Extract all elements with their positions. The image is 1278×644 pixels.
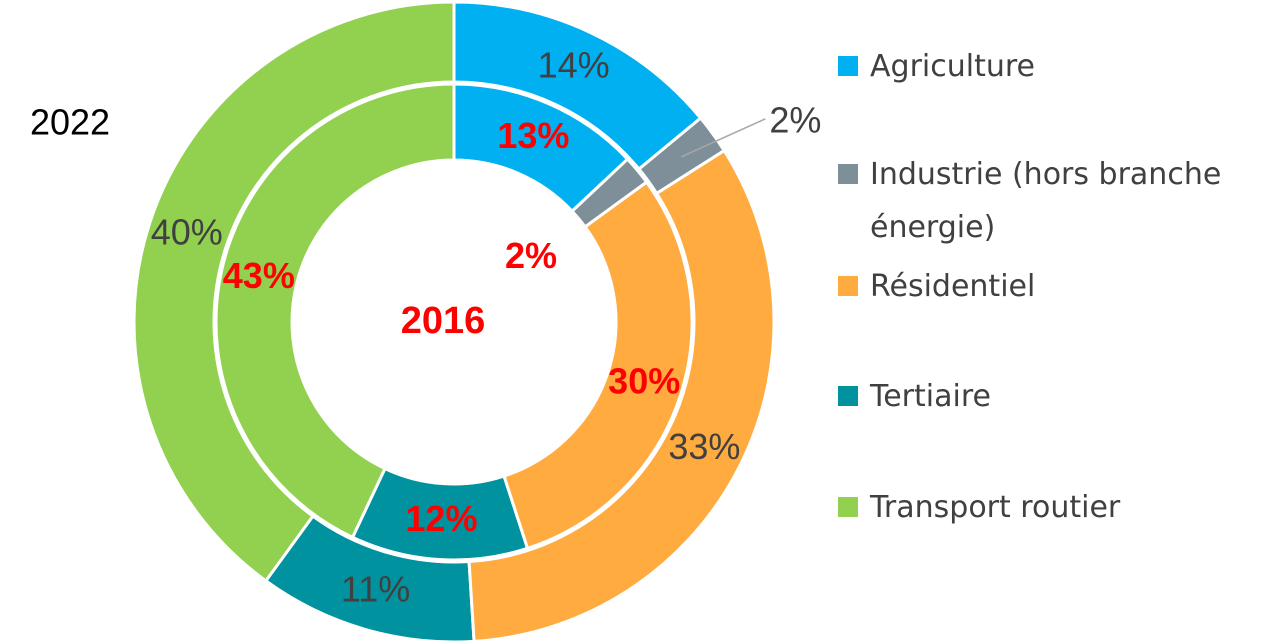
legend-item: Transport routier [838, 481, 1268, 534]
legend-swatch [838, 56, 858, 76]
legend-swatch [838, 164, 858, 184]
data-label: 40% [151, 212, 223, 253]
legend-label: Résidentiel [870, 269, 1036, 304]
legend-swatch [838, 386, 858, 406]
legend-label: Transport routier [870, 490, 1121, 525]
leader-line [681, 118, 766, 158]
donut-slice [452, 82, 630, 214]
donut-slice [132, 0, 456, 583]
legend-item: Agriculture [838, 40, 1268, 93]
legend-item: Industrie (hors branche énergie) [838, 148, 1268, 254]
data-label: 33% [668, 426, 740, 467]
data-label: 43% [223, 255, 295, 296]
data-label: 30% [608, 360, 680, 401]
donut-slice [636, 115, 727, 196]
legend-label: Agriculture [870, 49, 1035, 84]
inner-series-name: 2016 [401, 300, 486, 342]
donut-slice [350, 466, 530, 562]
donut-slice [452, 0, 703, 172]
legend-label: Industrie (hors branche énergie) [870, 157, 1222, 245]
legend-item: Résidentiel [838, 260, 1268, 313]
donut-slice [214, 82, 456, 540]
legend-swatch [838, 497, 858, 517]
donut-slice [502, 180, 694, 551]
outer-series-name: 2022 [30, 102, 110, 143]
donut-slice [263, 514, 476, 644]
data-label: 14% [538, 44, 610, 85]
donut-slice [467, 148, 776, 643]
data-label: 13% [497, 115, 569, 156]
legend-swatch [838, 276, 858, 296]
data-label: 11% [341, 568, 410, 609]
legend-label: Tertiaire [870, 379, 991, 414]
data-label: 12% [405, 498, 477, 539]
legend-item: Tertiaire [838, 370, 1268, 423]
data-label: 2% [505, 235, 557, 276]
data-label: 2% [769, 99, 821, 140]
donut-slice [569, 156, 649, 229]
